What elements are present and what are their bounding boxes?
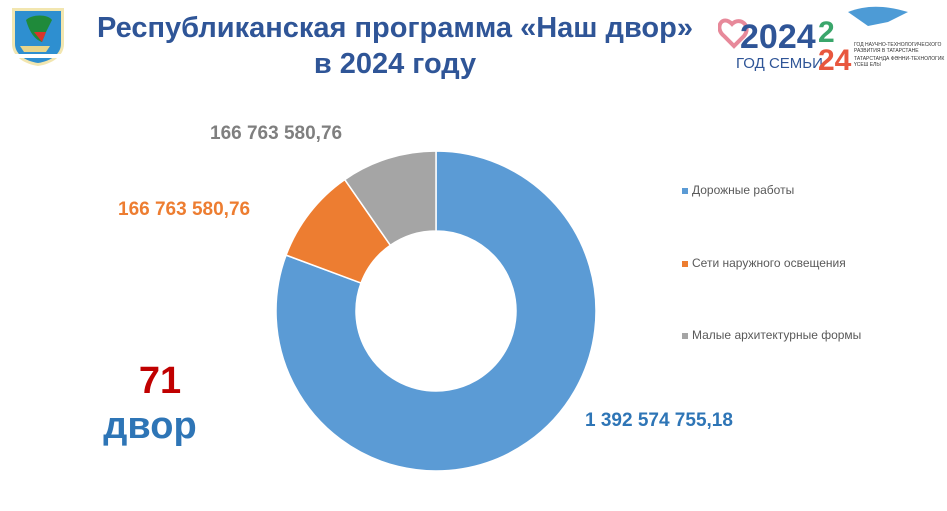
data-label-roads: 1 392 574 755,18: [585, 410, 733, 431]
legend-item-lighting: Сети наружного освещения: [682, 256, 846, 270]
page-title: Республиканская программа «Наш двор» в 2…: [60, 10, 730, 82]
svg-text:ТАТАРСТАНДА ФӘННИ-ТЕХНОЛОГИК: ТАТАРСТАНДА ФӘННИ-ТЕХНОЛОГИК: [854, 56, 944, 62]
city-emblem: [8, 6, 68, 68]
slice-mafs: [343, 150, 437, 247]
legend-item-roads: Дорожные работы: [682, 183, 794, 197]
title-line-2: в 2024 году: [313, 48, 477, 80]
yard-unit: двор: [103, 405, 197, 447]
legend-swatch: [682, 187, 688, 194]
data-label-lighting: 166 763 580,76: [118, 199, 251, 220]
slice-roads: [275, 150, 597, 472]
legend-label: Дорожные работы: [692, 183, 795, 197]
svg-text:2: 2: [818, 16, 835, 49]
data-label-mafs: 166 763 580,76: [210, 123, 343, 144]
svg-text:2024: 2024: [740, 18, 816, 56]
legend-label: Сети наружного освещения: [692, 256, 846, 270]
svg-text:ГОД СЕМЬИ: ГОД СЕМЬИ: [736, 55, 823, 72]
svg-text:24: 24: [818, 44, 852, 77]
yard-count: 71: [138, 360, 182, 402]
svg-text:РАЗВИТИЯ В ТАТАРСТАНЕ: РАЗВИТИЯ В ТАТАРСТАНЕ: [854, 48, 919, 54]
legend-swatch: [682, 332, 688, 339]
legend-label: Малые архитектурные формы: [692, 328, 862, 342]
year-logos: 2024 ГОД СЕМЬИ 2 24 ГОД НАУЧНО-ТЕХНОЛОГИ…: [717, 2, 946, 78]
title-line-1: Республиканская программа «Наш двор»: [97, 12, 693, 44]
legend-swatch: [682, 260, 688, 267]
svg-text:ҮСЕШ ЕЛЫ: ҮСЕШ ЕЛЫ: [854, 62, 881, 68]
svg-text:ГОД НАУЧНО-ТЕХНОЛОГИЧЕСКОГО: ГОД НАУЧНО-ТЕХНОЛОГИЧЕСКОГО: [854, 42, 941, 48]
legend-item-mafs: Малые архитектурные формы: [682, 328, 861, 342]
